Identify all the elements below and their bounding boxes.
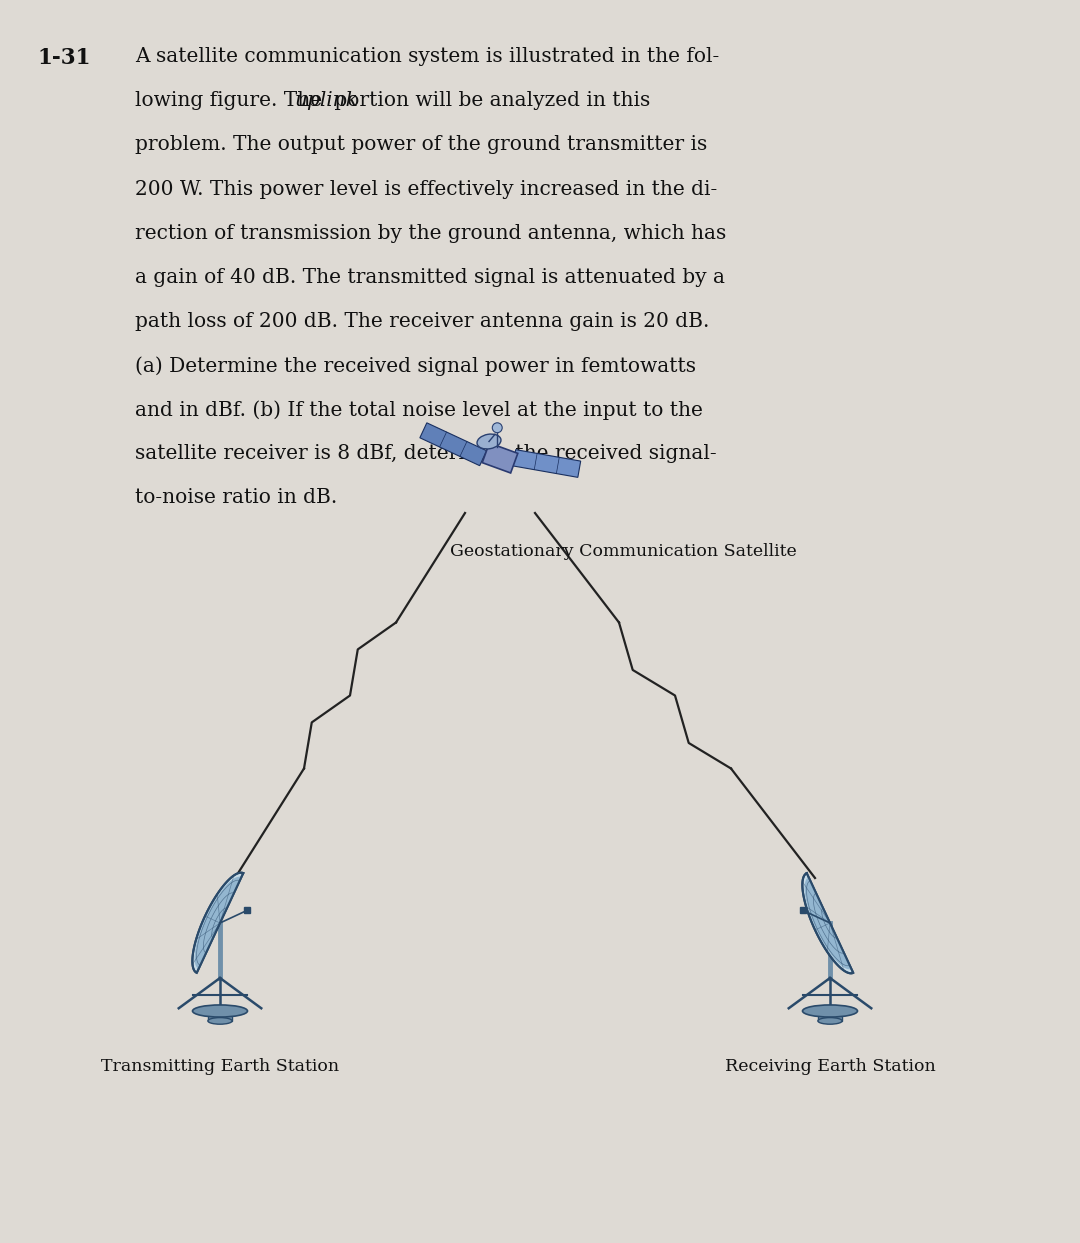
Text: Transmitting Earth Station: Transmitting Earth Station: [100, 1058, 339, 1075]
Text: A satellite communication system is illustrated in the fol-: A satellite communication system is illu…: [135, 47, 719, 66]
Text: path loss of 200 dB. The receiver antenna gain is 20 dB.: path loss of 200 dB. The receiver antenn…: [135, 312, 710, 331]
Text: 200 W. This power level is effectively increased in the di-: 200 W. This power level is effectively i…: [135, 180, 717, 199]
Text: satellite receiver is 8 dBf, determine the received signal-: satellite receiver is 8 dBf, determine t…: [135, 445, 717, 464]
Ellipse shape: [477, 434, 501, 449]
Bar: [207, 1011, 232, 1021]
Bar: [818, 1011, 842, 1021]
Polygon shape: [192, 873, 243, 973]
Polygon shape: [420, 423, 487, 466]
Polygon shape: [805, 878, 851, 970]
Text: rection of transmission by the ground antenna, which has: rection of transmission by the ground an…: [135, 224, 726, 242]
Ellipse shape: [208, 1018, 232, 1024]
Text: lowing figure. The: lowing figure. The: [135, 92, 328, 111]
Text: portion will be analyzed in this: portion will be analyzed in this: [327, 92, 650, 111]
Text: 1-31: 1-31: [38, 47, 92, 70]
Text: and in dBf. (b) If the total noise level at the input to the: and in dBf. (b) If the total noise level…: [135, 400, 703, 420]
Polygon shape: [802, 873, 853, 973]
Text: uplink: uplink: [295, 92, 359, 111]
Polygon shape: [482, 443, 517, 474]
Ellipse shape: [818, 1018, 842, 1024]
Text: to-noise ratio in dB.: to-noise ratio in dB.: [135, 488, 337, 507]
Ellipse shape: [192, 1004, 247, 1017]
Text: problem. The output power of the ground transmitter is: problem. The output power of the ground …: [135, 135, 707, 154]
Text: a gain of 40 dB. The transmitted signal is attenuated by a: a gain of 40 dB. The transmitted signal …: [135, 268, 725, 287]
Polygon shape: [513, 450, 581, 477]
Text: Geostationary Communication Satellite: Geostationary Communication Satellite: [450, 543, 797, 561]
Ellipse shape: [802, 1004, 858, 1017]
Text: (a) Determine the received signal power in femtowatts: (a) Determine the received signal power …: [135, 357, 696, 375]
Polygon shape: [194, 876, 242, 968]
Text: Receiving Earth Station: Receiving Earth Station: [725, 1058, 935, 1075]
Circle shape: [492, 423, 502, 433]
